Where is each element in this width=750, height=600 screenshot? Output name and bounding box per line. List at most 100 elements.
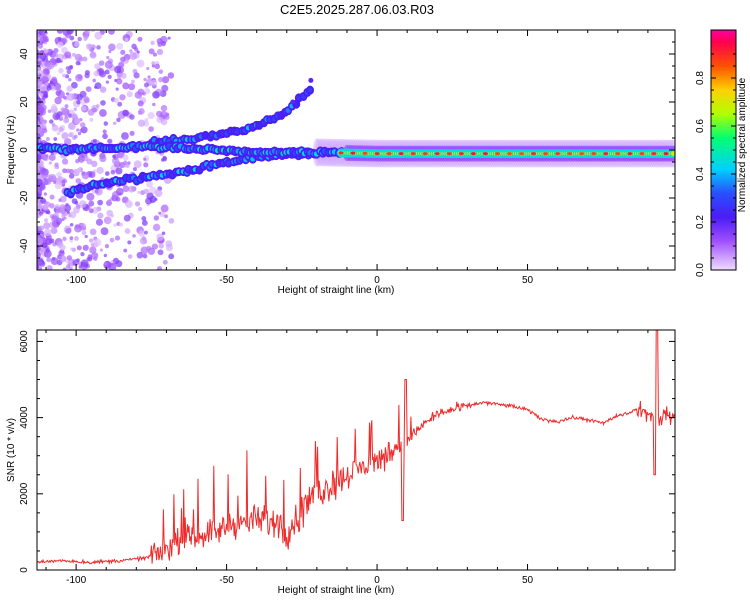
noise-cell <box>156 48 164 56</box>
carrier-peak <box>350 151 356 155</box>
noise-cell <box>158 69 164 74</box>
noise-cell <box>37 125 42 134</box>
noise-cell <box>128 185 135 193</box>
noise-cell <box>116 42 124 50</box>
noise-cell <box>48 161 52 165</box>
noise-cell <box>74 224 82 233</box>
noise-cell <box>118 61 125 68</box>
noise-cell <box>154 197 158 201</box>
noise-cell <box>62 73 66 78</box>
noise-cell <box>144 230 148 235</box>
noise-cell <box>56 241 64 248</box>
noise-cell <box>46 85 52 91</box>
noise-cell <box>94 63 101 70</box>
noise-cell <box>125 200 133 208</box>
noise-cell <box>68 122 76 130</box>
carrier-peak <box>506 152 512 156</box>
noise-cell <box>44 218 49 223</box>
noise-cell <box>104 262 108 266</box>
noise-cell <box>89 228 97 236</box>
carrier-peak <box>458 152 464 156</box>
noise-cell <box>92 78 97 83</box>
noise-cell <box>95 218 104 226</box>
noise-cell <box>151 64 156 68</box>
noise-cell <box>57 175 63 181</box>
carrier-peak <box>651 152 657 156</box>
carrier-cell <box>670 151 675 157</box>
snr-xlabel: Height of straight line (km) <box>278 585 395 596</box>
noise-cell <box>69 239 73 243</box>
noise-cell <box>54 204 60 210</box>
noise-cell <box>82 56 88 62</box>
noise-cell <box>85 86 92 92</box>
carrier-peak <box>494 152 500 156</box>
noise-cell <box>92 138 97 143</box>
noise-cell <box>136 251 144 259</box>
noise-cell <box>38 225 45 231</box>
noise-cell <box>158 211 162 215</box>
noise-cell <box>160 204 169 213</box>
spectrogram-cells <box>37 30 675 270</box>
carrier-peak <box>531 152 537 156</box>
noise-cell <box>83 96 90 103</box>
noise-cell <box>37 174 43 180</box>
noise-cell <box>98 189 102 194</box>
noise-cell <box>152 102 156 107</box>
noise-cell <box>128 83 136 91</box>
noise-cell <box>56 30 64 34</box>
noise-cell <box>160 118 168 126</box>
noise-cell <box>66 85 73 92</box>
carrier-peak <box>519 152 525 156</box>
noise-cell <box>37 111 43 117</box>
noise-cell <box>49 238 55 244</box>
noise-cell <box>37 138 40 143</box>
noise-cell <box>74 118 81 125</box>
noise-cell <box>53 180 57 184</box>
noise-cell <box>62 236 67 242</box>
noise-cell <box>52 112 61 121</box>
noise-cell <box>138 206 143 212</box>
noise-cell <box>39 197 46 204</box>
noise-cell <box>37 67 42 75</box>
spec-y-tick-label: 20 <box>19 96 30 108</box>
noise-cell <box>134 91 143 99</box>
noise-cell <box>108 198 112 203</box>
noise-cell <box>103 121 109 126</box>
snr-y-tick-label: 2000 <box>19 482 30 505</box>
noise-cell <box>49 203 55 209</box>
noise-cell <box>99 70 107 78</box>
noise-cell <box>150 40 155 46</box>
noise-cell <box>129 49 133 53</box>
noise-cell <box>59 255 67 263</box>
noise-cell <box>141 216 147 222</box>
noise-cell <box>82 226 87 231</box>
noise-cell <box>75 73 83 82</box>
noise-cell <box>71 81 78 89</box>
noise-cell <box>93 238 102 247</box>
noise-cell <box>103 253 108 258</box>
noise-cell <box>73 206 80 214</box>
noise-cell <box>66 255 73 261</box>
carrier-peak <box>410 152 416 156</box>
track-cell <box>290 99 296 105</box>
spec-y-tick-label: 40 <box>19 48 30 60</box>
noise-cell <box>79 200 87 208</box>
noise-cell <box>64 51 72 59</box>
noise-cell <box>66 69 72 75</box>
spectrogram-plot: -100 -50 0 50 -40 -20 0 20 40 Height of straight … <box>6 29 676 296</box>
snr-frame <box>36 329 676 571</box>
noise-cell <box>113 257 118 262</box>
noise-cell <box>54 162 59 167</box>
noise-cell <box>162 76 170 84</box>
noise-cell <box>113 121 117 125</box>
noise-cell <box>37 75 41 82</box>
noise-cell <box>91 207 99 214</box>
noise-cell <box>42 204 49 211</box>
noise-cell <box>119 94 126 101</box>
noise-cell <box>37 120 40 125</box>
noise-cell <box>80 160 84 164</box>
noise-cell <box>98 60 105 66</box>
noise-cell <box>43 41 48 45</box>
noise-cell <box>84 72 90 79</box>
noise-cell <box>102 133 108 140</box>
